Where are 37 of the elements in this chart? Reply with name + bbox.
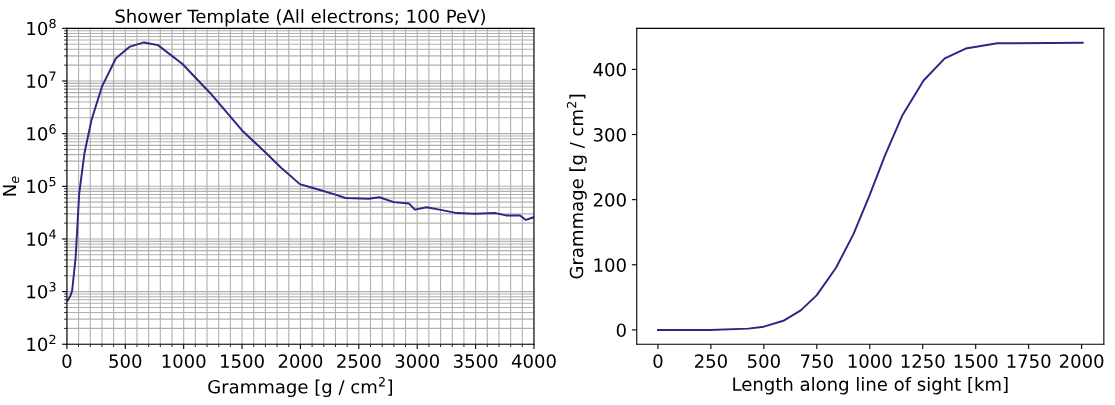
x-tick-label: 1500 — [954, 354, 998, 368]
y-tick-label: 10$^{7}$ — [27, 71, 56, 88]
x-tick-label: 750 — [801, 354, 833, 368]
y-tick-label: 10$^{5}$ — [27, 176, 56, 194]
x-tick-label: 0 — [62, 354, 72, 368]
y-tick-label: 10$^{3}$ — [27, 282, 56, 299]
x-tick-label: 3000 — [395, 354, 439, 368]
x-tick-label: 500 — [109, 354, 142, 368]
y-tick-label: 0 — [616, 323, 626, 338]
x-tick-label: 1750 — [1007, 354, 1051, 368]
y-tick-label: 400 — [593, 62, 626, 77]
x-tick-label: 1000 — [162, 354, 206, 368]
x-tick-label: 1500 — [221, 354, 264, 368]
x-tick-label: 250 — [694, 354, 727, 368]
x-axis-title: Length along line of sight [km] — [733, 377, 1008, 395]
y-tick-label: 10$^{8}$ — [27, 18, 56, 36]
x-tick-label: 4000 — [511, 354, 556, 368]
x-tick-label: 500 — [748, 354, 780, 368]
line-series — [66, 41, 534, 302]
y-axis-title: Grammage [g / cm$^{2}$] — [566, 94, 587, 279]
x-tick-label: 0 — [653, 354, 663, 368]
x-tick-label: 1250 — [901, 354, 945, 368]
x-tick-label: 2000 — [1059, 354, 1104, 368]
x-tick-label: 2500 — [337, 354, 381, 368]
x-axis-title: Grammage [g / cm$^{2}$] — [208, 377, 392, 398]
y-tick-label: 300 — [593, 127, 626, 142]
y-tick-label: 200 — [593, 193, 626, 207]
y-axis-title: N$_{e}$ — [2, 176, 20, 196]
chart-title: Shower Template (All electrons; 100 PeV) — [115, 9, 485, 27]
line-series — [656, 41, 1084, 331]
y-tick-label: 100 — [594, 258, 626, 272]
x-tick-label: 1000 — [848, 354, 892, 368]
y-tick-label: 10$^{2}$ — [27, 334, 56, 352]
y-tick-label: 10$^{6}$ — [27, 124, 56, 141]
y-tick-label: 10$^{4}$ — [27, 229, 56, 246]
x-tick-label: 2000 — [278, 354, 323, 368]
x-tick-label: 3500 — [454, 354, 498, 368]
